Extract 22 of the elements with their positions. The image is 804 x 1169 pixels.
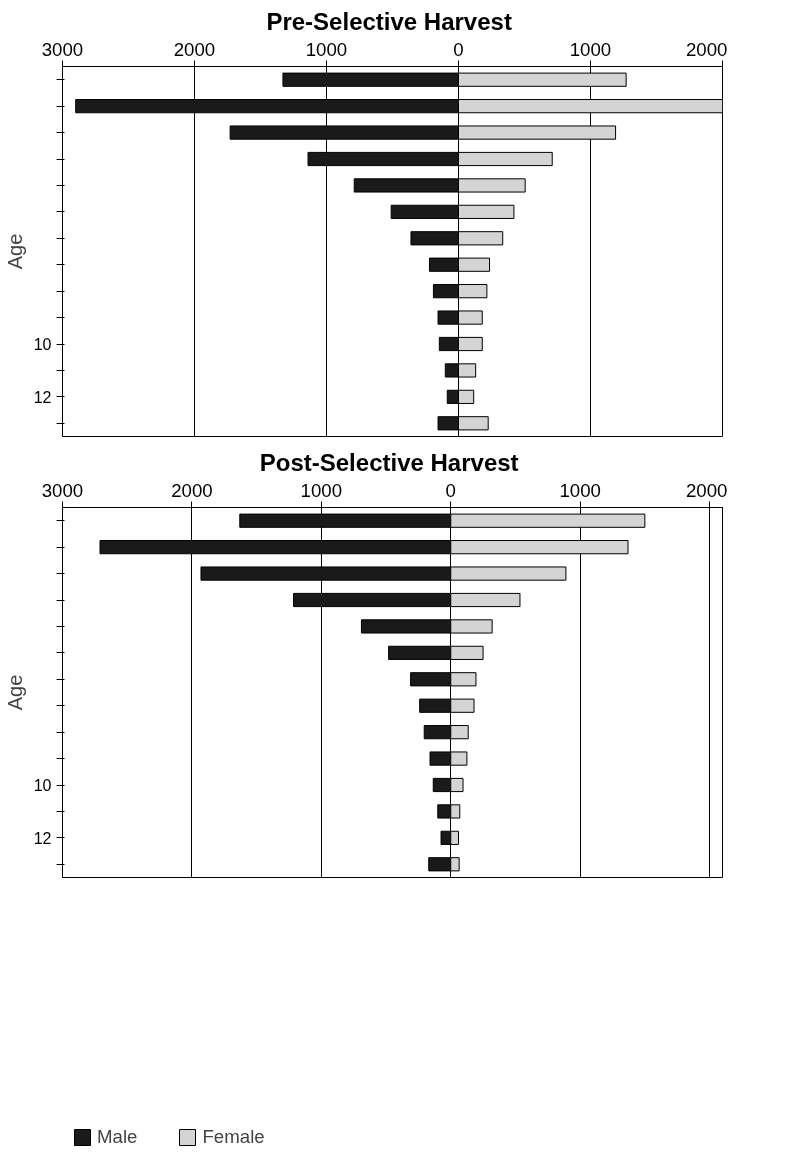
x-tick-label: 1000: [300, 479, 343, 501]
x-tick-label: 0: [445, 479, 456, 501]
x-tick-label: 3000: [41, 38, 84, 60]
x-tick-label: 2000: [173, 38, 216, 60]
y-tick-label: 10: [33, 777, 52, 794]
y-tick-label: 12: [33, 829, 52, 847]
legend-label: Male: [97, 1126, 138, 1148]
x-tick-label: 2000: [171, 479, 213, 501]
y-tick-label: 10: [33, 336, 52, 353]
chart-title: Post-Selective Harvest: [259, 448, 519, 476]
legend-label: Female: [202, 1126, 265, 1148]
x-tick-label: 2000: [686, 479, 728, 501]
chart-title: Pre-Selective Harvest: [266, 7, 512, 35]
y-axis-title: Age: [3, 233, 26, 270]
x-tick-label: 2000: [686, 38, 728, 60]
x-tick-label: 1000: [559, 479, 601, 501]
y-tick-label: 12: [33, 388, 52, 406]
y-axis-title: Age: [3, 674, 26, 711]
x-tick-label: 0: [453, 38, 464, 60]
x-tick-label: 1000: [569, 38, 612, 60]
x-tick-label: 1000: [305, 38, 348, 60]
x-tick-label: 3000: [41, 479, 84, 501]
